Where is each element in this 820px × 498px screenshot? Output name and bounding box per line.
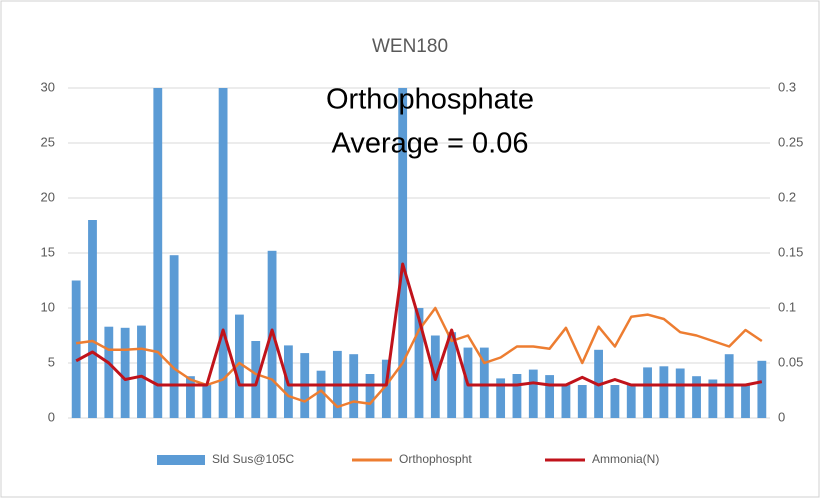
y2-tick-label: 0.1 xyxy=(778,299,796,314)
bar xyxy=(708,379,718,418)
legend-swatch xyxy=(157,455,205,465)
bar xyxy=(741,385,750,418)
y2-tick-label: 0 xyxy=(778,409,785,424)
bar xyxy=(71,280,81,418)
bar xyxy=(153,88,163,418)
bar xyxy=(251,341,261,418)
bar xyxy=(479,347,489,418)
bar xyxy=(218,88,228,418)
y-tick-label: 0 xyxy=(48,409,55,424)
legend-label: Orthophospht xyxy=(399,452,472,466)
y2-tick-label: 0.2 xyxy=(778,189,796,204)
bar xyxy=(528,369,538,418)
bar xyxy=(626,385,636,418)
y-tick-label: 5 xyxy=(48,354,55,369)
bar xyxy=(561,385,571,418)
y2-tick-label: 0.3 xyxy=(778,79,796,94)
bar xyxy=(496,378,506,418)
bar xyxy=(186,376,195,418)
y-tick-label: 20 xyxy=(41,189,55,204)
y2-tick-label: 0.15 xyxy=(778,244,803,259)
y2-tick-label: 0.25 xyxy=(778,134,803,149)
bar xyxy=(120,327,130,418)
y-tick-label: 15 xyxy=(41,244,55,259)
bar xyxy=(675,368,685,418)
bar xyxy=(88,220,97,418)
bar xyxy=(447,332,457,418)
bar xyxy=(381,359,391,418)
legend-label: Ammonia(N) xyxy=(592,452,659,466)
line xyxy=(75,306,763,409)
y-tick-label: 25 xyxy=(41,134,55,149)
bar xyxy=(692,376,701,418)
y-tick-label: 10 xyxy=(41,299,55,314)
annotation: Average = 0.06 xyxy=(332,128,529,160)
bar xyxy=(235,314,244,418)
bar xyxy=(104,326,114,418)
bar xyxy=(365,374,375,418)
bar xyxy=(398,88,408,418)
bar xyxy=(643,367,652,418)
line xyxy=(75,262,763,387)
legend-label: Sld Sus@105C xyxy=(212,452,295,466)
y2-tick-label: 0.05 xyxy=(778,354,803,369)
bar xyxy=(757,360,767,418)
annotation: Orthophosphate xyxy=(326,84,534,116)
bar xyxy=(545,375,555,418)
bar xyxy=(659,366,669,418)
bar xyxy=(610,385,620,418)
bar xyxy=(414,308,424,418)
bar xyxy=(512,374,522,418)
bar xyxy=(577,385,587,418)
bar xyxy=(169,255,179,418)
bar xyxy=(137,325,146,418)
y-tick-label: 30 xyxy=(41,79,55,94)
bar xyxy=(202,385,212,418)
bar xyxy=(316,370,326,418)
chart-title: WEN180 xyxy=(372,36,448,57)
